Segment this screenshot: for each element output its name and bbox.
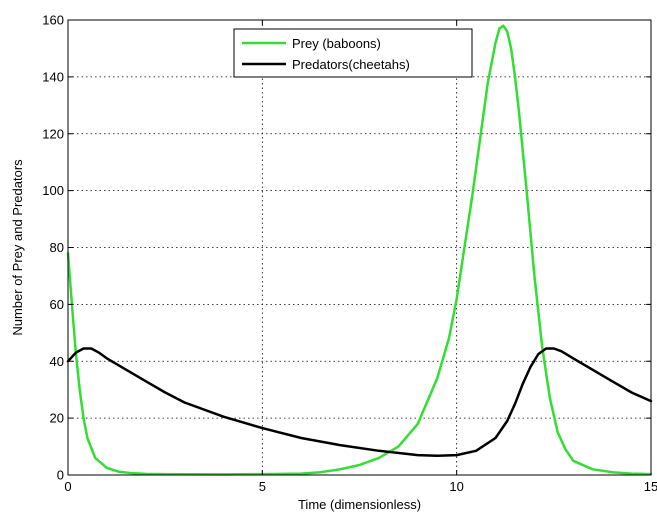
- legend-label-predators: Predators(cheetahs): [292, 57, 410, 72]
- y-tick-label: 120: [42, 126, 64, 141]
- x-tick-label: 0: [64, 479, 71, 494]
- legend-label-prey: Prey (baboons): [292, 36, 381, 51]
- x-axis-label: Time (dimensionless): [298, 497, 421, 512]
- prey-series-line: [66, 24, 653, 476]
- predator-series-line: [66, 347, 653, 457]
- x-tick-label: 5: [259, 479, 266, 494]
- x-tick-label: 10: [449, 479, 463, 494]
- y-tick-label: 40: [50, 354, 64, 369]
- y-tick-label: 20: [50, 411, 64, 426]
- legend: Prey (baboons) Predators(cheetahs): [233, 28, 473, 78]
- y-tick-label: 140: [42, 69, 64, 84]
- legend-box: [233, 28, 473, 78]
- y-tick-label: 80: [50, 240, 64, 255]
- y-tick-label: 0: [57, 468, 64, 483]
- grid: [68, 20, 651, 475]
- y-axis-label: Number of Prey and Predators: [10, 159, 25, 336]
- axis-ticks: 0 5 10 15 0 20 40 60 80 100 120 140 160: [42, 13, 657, 495]
- x-tick-label: 15: [644, 479, 657, 494]
- y-tick-label: 60: [50, 297, 64, 312]
- y-tick-label: 100: [42, 183, 64, 198]
- y-tick-label: 160: [42, 13, 64, 28]
- series-lines: [66, 24, 653, 476]
